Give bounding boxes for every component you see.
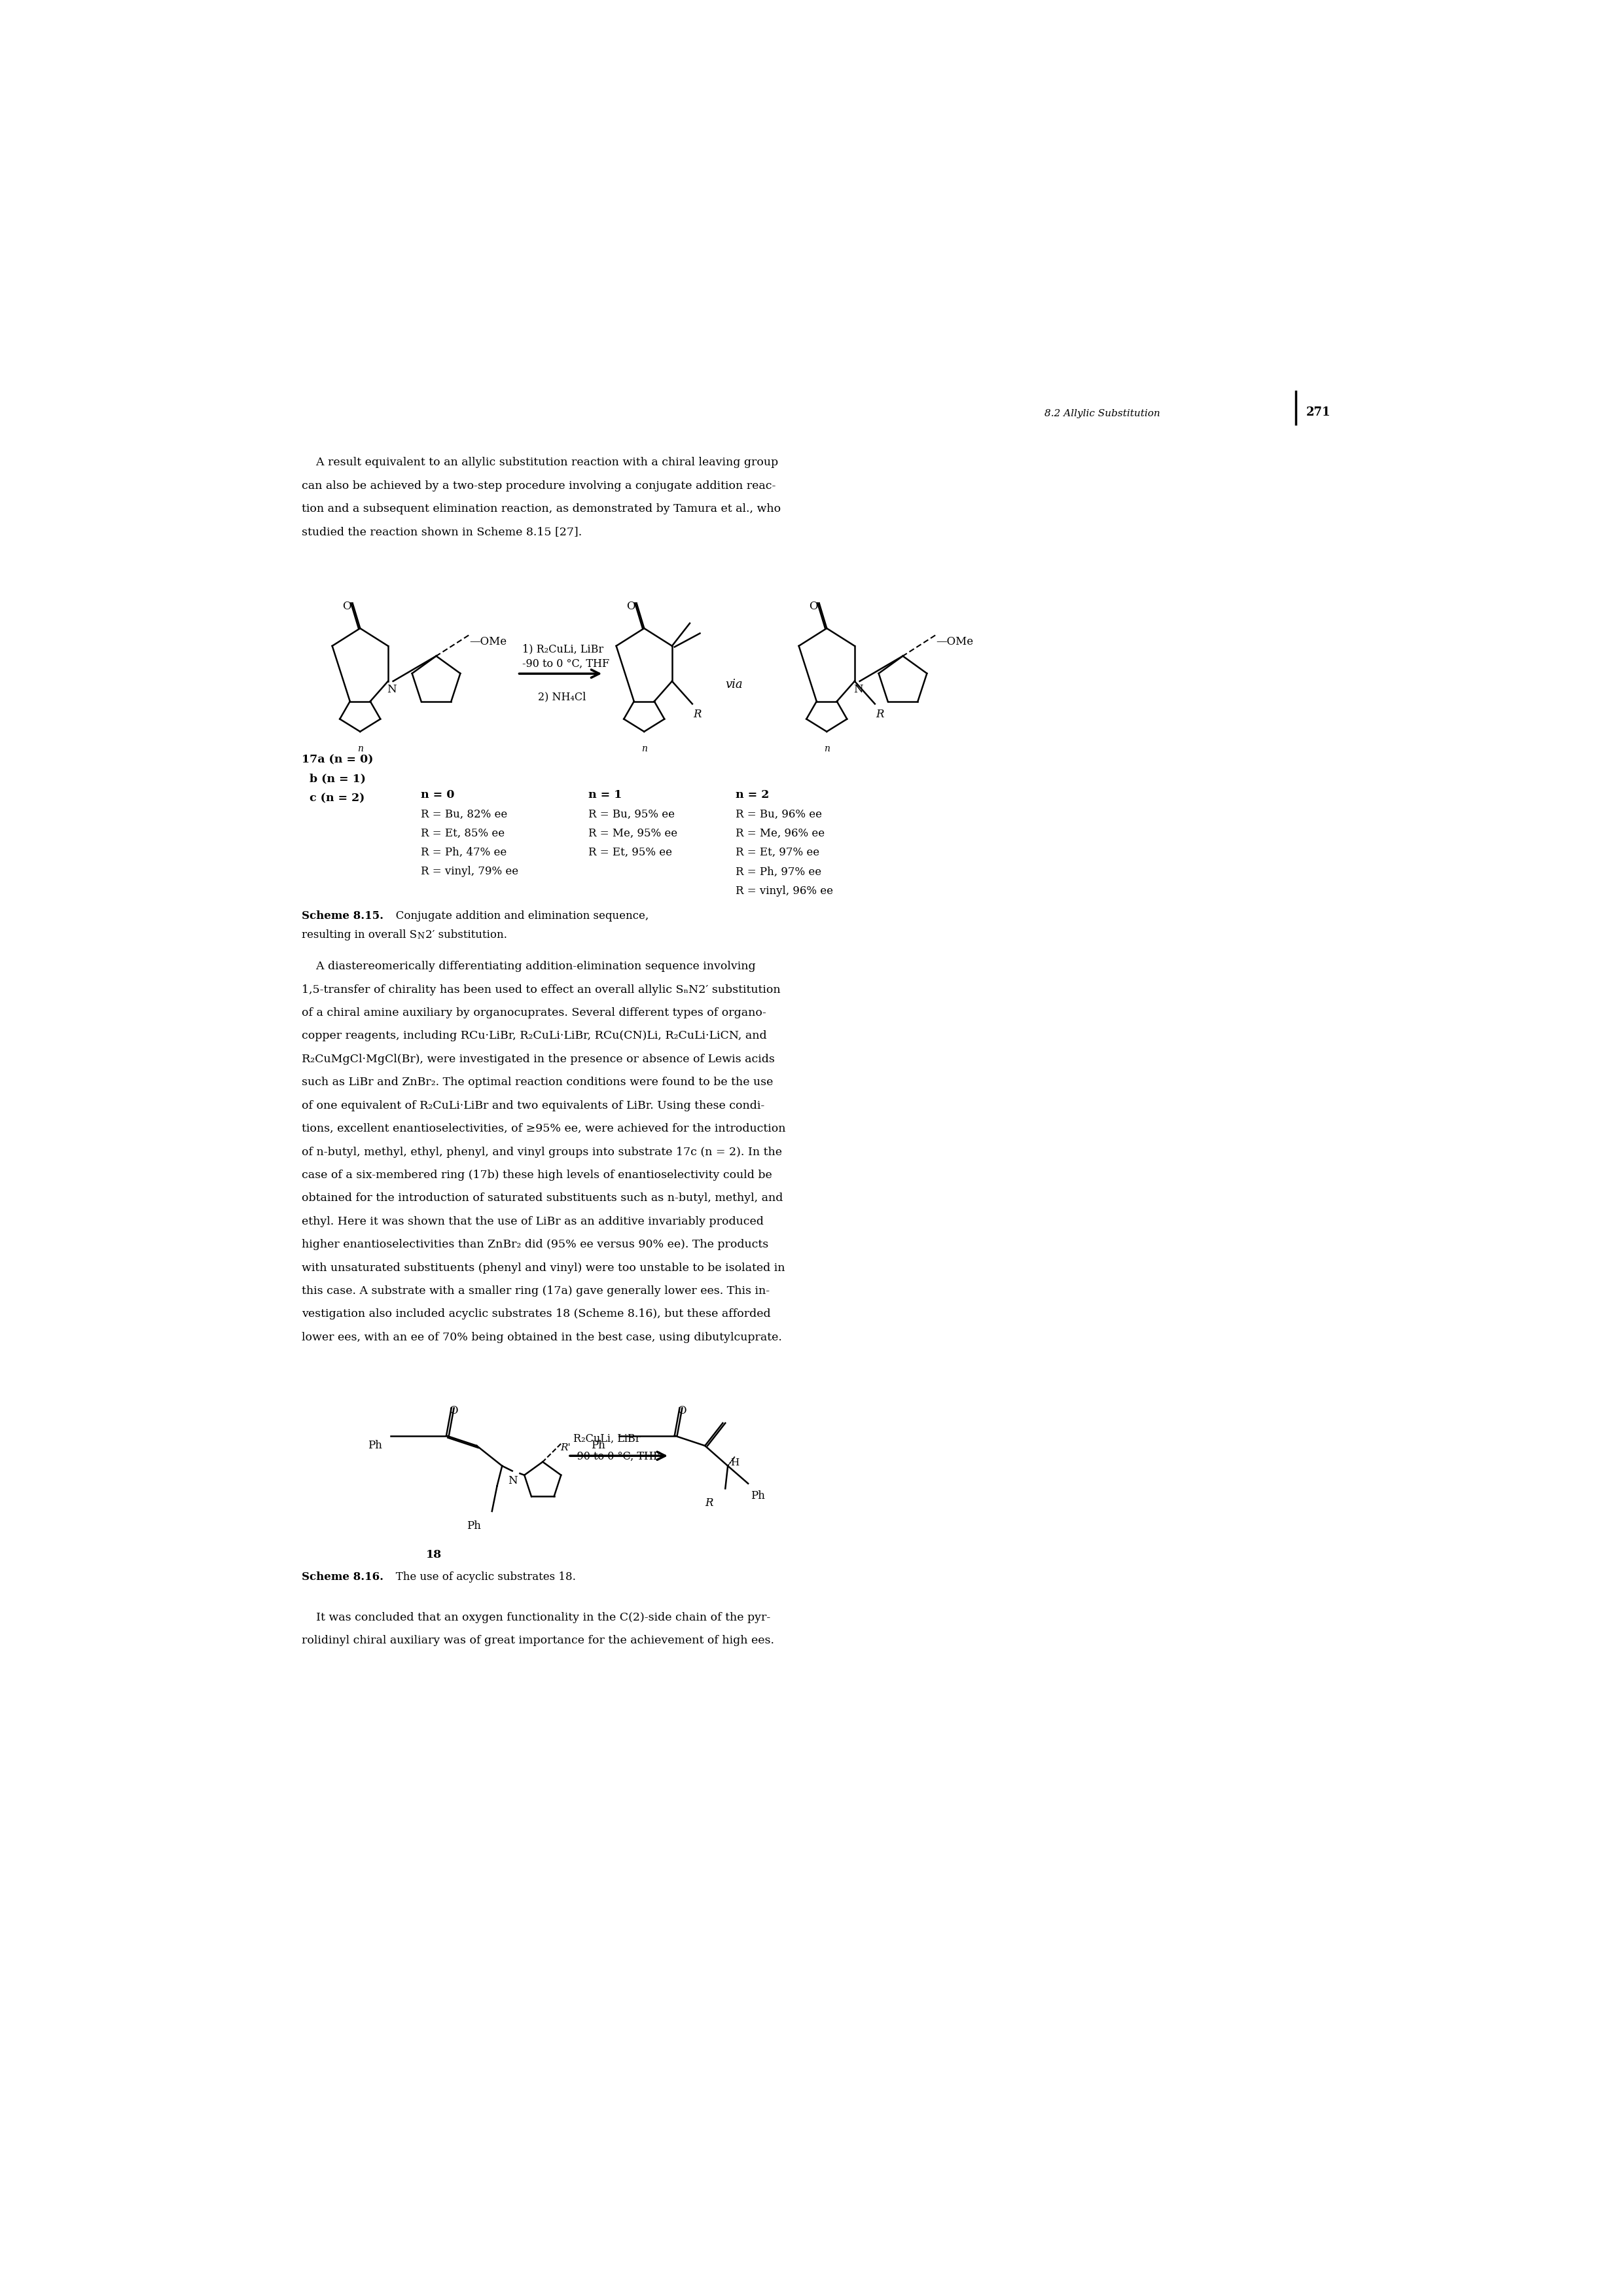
Text: A diastereomerically differentiating addition-elimination sequence involving: A diastereomerically differentiating add… [302, 962, 756, 971]
Text: —OMe: —OMe [469, 636, 506, 647]
Text: higher enantioselectivities than ZnBr₂ did (95% ee versus 90% ee). The products: higher enantioselectivities than ZnBr₂ d… [302, 1240, 769, 1251]
Text: with unsaturated substituents (phenyl and vinyl) were too unstable to be isolate: with unsaturated substituents (phenyl an… [302, 1263, 786, 1274]
Text: lower ees, with an ee of 70% being obtained in the best case, using dibutylcupra: lower ees, with an ee of 70% being obtai… [302, 1332, 782, 1343]
Text: 2) NH₄Cl: 2) NH₄Cl [537, 691, 586, 703]
Text: R: R [693, 709, 701, 721]
Text: 271: 271 [1307, 406, 1331, 418]
Text: R = Me, 96% ee: R = Me, 96% ee [735, 829, 824, 838]
Text: n = 2: n = 2 [735, 790, 769, 801]
Text: R': R' [560, 1444, 571, 1453]
Text: tion and a subsequent elimination reaction, as demonstrated by Tamura et al., wh: tion and a subsequent elimination reacti… [302, 503, 781, 514]
Text: Conjugate addition and elimination sequence,: Conjugate addition and elimination seque… [386, 912, 649, 921]
Text: O: O [450, 1405, 458, 1417]
Text: N: N [854, 684, 863, 696]
Text: such as LiBr and ZnBr₂. The optimal reaction conditions were found to be the use: such as LiBr and ZnBr₂. The optimal reac… [302, 1077, 773, 1088]
Text: 1,5-transfer of chirality has been used to effect an overall allylic SₙN2′ subst: 1,5-transfer of chirality has been used … [302, 985, 781, 994]
Text: R = Et, 95% ee: R = Et, 95% ee [588, 847, 672, 859]
Text: can also be achieved by a two-step procedure involving a conjugate addition reac: can also be achieved by a two-step proce… [302, 480, 776, 491]
Text: n = 1: n = 1 [588, 790, 622, 801]
Text: N: N [386, 684, 396, 696]
Text: R = Ph, 47% ee: R = Ph, 47% ee [420, 847, 506, 859]
Text: H: H [730, 1458, 738, 1467]
Text: 2′ substitution.: 2′ substitution. [425, 930, 508, 941]
Text: via: via [725, 680, 743, 691]
Text: The use of acyclic substrates 18.: The use of acyclic substrates 18. [386, 1573, 576, 1582]
Text: n: n [641, 744, 648, 753]
Text: R₂CuMgCl·MgCl(Br), were investigated in the presence or absence of Lewis acids: R₂CuMgCl·MgCl(Br), were investigated in … [302, 1054, 774, 1065]
Text: O: O [677, 1405, 687, 1417]
Text: -90 to 0 °C, THF: -90 to 0 °C, THF [573, 1451, 661, 1463]
Text: R = Bu, 96% ee: R = Bu, 96% ee [735, 808, 821, 820]
Text: Ph: Ph [591, 1440, 605, 1451]
Text: rolidinyl chiral auxiliary was of great importance for the achievement of high e: rolidinyl chiral auxiliary was of great … [302, 1635, 774, 1646]
Text: R = Ph, 97% ee: R = Ph, 97% ee [735, 866, 821, 877]
Text: O: O [808, 602, 818, 611]
Text: copper reagents, including RCu·LiBr, R₂CuLi·LiBr, RCu(CN)Li, R₂CuLi·LiCN, and: copper reagents, including RCu·LiBr, R₂C… [302, 1031, 766, 1042]
Text: of one equivalent of R₂CuLi·LiBr and two equivalents of LiBr. Using these condi-: of one equivalent of R₂CuLi·LiBr and two… [302, 1100, 764, 1111]
Text: R: R [876, 709, 885, 721]
Text: R = Bu, 95% ee: R = Bu, 95% ee [588, 808, 675, 820]
Text: Ph: Ph [750, 1490, 764, 1502]
Text: —OMe: —OMe [936, 636, 974, 647]
Text: N: N [417, 932, 425, 941]
Text: Ph: Ph [368, 1440, 381, 1451]
Text: case of a six-membered ring (17b) these high levels of enantioselectivity could : case of a six-membered ring (17b) these … [302, 1169, 773, 1180]
Text: n = 0: n = 0 [420, 790, 454, 801]
Text: Scheme 8.15.: Scheme 8.15. [302, 912, 383, 921]
Text: 17a (n = 0): 17a (n = 0) [302, 755, 373, 765]
Text: resulting in overall S: resulting in overall S [302, 930, 417, 941]
Text: c (n = 2): c (n = 2) [302, 792, 365, 804]
Text: R = Bu, 82% ee: R = Bu, 82% ee [420, 808, 508, 820]
Text: this case. A substrate with a smaller ring (17a) gave generally lower ees. This : this case. A substrate with a smaller ri… [302, 1286, 769, 1297]
Text: tions, excellent enantioselectivities, of ≥95% ee, were achieved for the introdu: tions, excellent enantioselectivities, o… [302, 1123, 786, 1134]
Text: b (n = 1): b (n = 1) [302, 774, 365, 785]
Text: of a chiral amine auxiliary by organocuprates. Several different types of organo: of a chiral amine auxiliary by organocup… [302, 1008, 766, 1019]
Text: vestigation also included acyclic substrates 18 (Scheme 8.16), but these afforde: vestigation also included acyclic substr… [302, 1309, 771, 1320]
Text: O: O [626, 602, 635, 611]
Text: R = vinyl, 96% ee: R = vinyl, 96% ee [735, 886, 833, 895]
Text: of n-butyl, methyl, ethyl, phenyl, and vinyl groups into substrate 17c (n = 2). : of n-butyl, methyl, ethyl, phenyl, and v… [302, 1146, 782, 1157]
Text: 18: 18 [425, 1550, 441, 1561]
Text: R = vinyl, 79% ee: R = vinyl, 79% ee [420, 866, 519, 877]
Text: It was concluded that an oxygen functionality in the C(2)-side chain of the pyr-: It was concluded that an oxygen function… [302, 1612, 771, 1623]
Text: R = Me, 95% ee: R = Me, 95% ee [588, 829, 677, 838]
Text: -90 to 0 °C, THF: -90 to 0 °C, THF [523, 659, 610, 670]
Text: n: n [824, 744, 829, 753]
Text: O: O [342, 602, 351, 611]
Text: Ph: Ph [467, 1520, 480, 1531]
Text: R: R [704, 1497, 712, 1508]
Text: R = Et, 97% ee: R = Et, 97% ee [735, 847, 820, 859]
Text: R = Et, 85% ee: R = Et, 85% ee [420, 829, 505, 838]
Text: R₂CuLi, LiBr: R₂CuLi, LiBr [573, 1433, 639, 1444]
Text: ethyl. Here it was shown that the use of LiBr as an additive invariably produced: ethyl. Here it was shown that the use of… [302, 1217, 764, 1226]
Text: Scheme 8.16.: Scheme 8.16. [302, 1573, 383, 1582]
Text: n: n [357, 744, 364, 753]
Text: 1) R₂CuLi, LiBr: 1) R₂CuLi, LiBr [523, 643, 604, 654]
Text: 8.2 Allylic Substitution: 8.2 Allylic Substitution [1045, 409, 1160, 418]
Text: obtained for the introduction of saturated substituents such as n-butyl, methyl,: obtained for the introduction of saturat… [302, 1192, 782, 1203]
Text: studied the reaction shown in Scheme 8.15 [27].: studied the reaction shown in Scheme 8.1… [302, 526, 583, 537]
Text: A result equivalent to an allylic substitution reaction with a chiral leaving gr: A result equivalent to an allylic substi… [302, 457, 779, 468]
Text: N: N [508, 1474, 518, 1486]
